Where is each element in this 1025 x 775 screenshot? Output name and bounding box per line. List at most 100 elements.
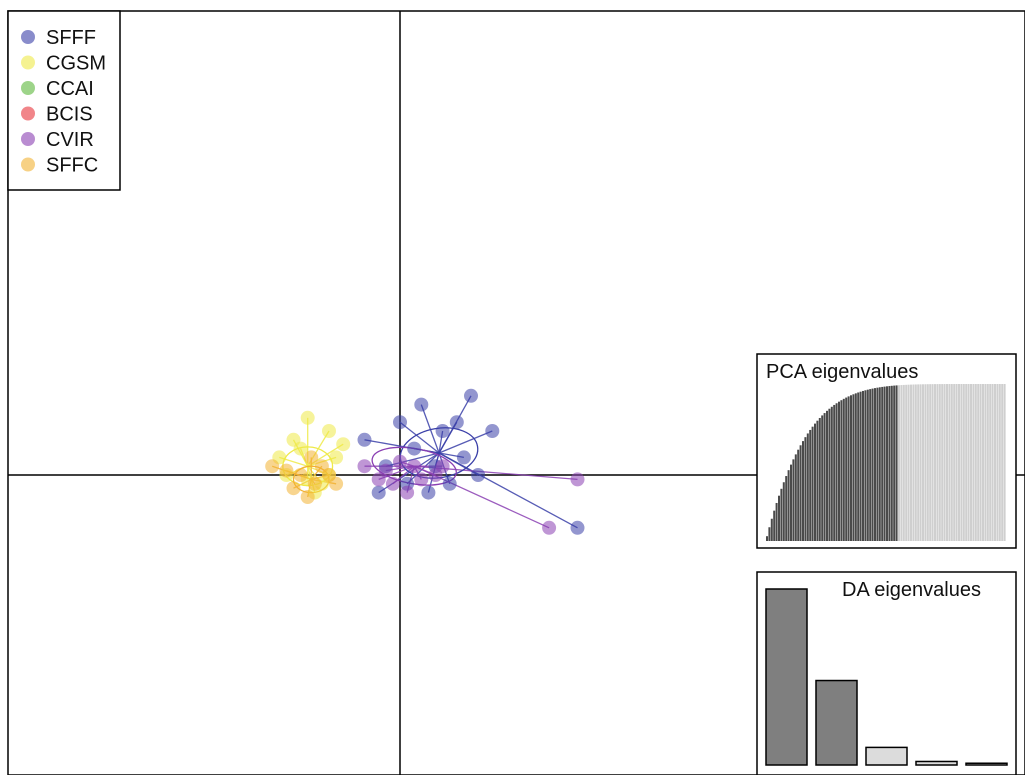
pca-bar-99 (1001, 384, 1004, 541)
pca-bar-37 (852, 394, 855, 541)
point-sffc-1 (279, 463, 294, 478)
point-cvir-5 (393, 454, 407, 469)
point-sfff-15 (435, 424, 450, 438)
point-sffc-7 (322, 468, 336, 482)
pca-bar-85 (967, 384, 970, 541)
pca-bar-28 (830, 406, 833, 541)
pca-bar-55 (895, 385, 898, 541)
pca-bar-90 (979, 384, 982, 541)
da-bar-2 (815, 679, 858, 766)
link-sfff-1 (420, 404, 440, 454)
pca-bar-11 (790, 464, 792, 541)
pca-bar-52 (888, 386, 891, 541)
pca-bar-25 (823, 413, 826, 541)
pca-bar-3 (770, 518, 773, 541)
pca-bar-43 (866, 389, 869, 541)
pca-bar-70 (931, 384, 934, 541)
pca-bar-27 (828, 408, 831, 541)
point-cgsm-6 (293, 441, 308, 456)
pca-bar-89 (977, 384, 980, 541)
point-sfff-3 (485, 424, 500, 438)
pca-bar-49 (881, 386, 884, 541)
pca-eigen-inset: PCA eigenvalues (756, 353, 1017, 549)
link-sfff-3 (438, 430, 493, 454)
point-sffc-4 (307, 476, 322, 491)
pca-bar-24 (821, 415, 824, 541)
pca-bar-78 (950, 384, 953, 541)
point-sfff-9 (456, 450, 471, 465)
pca-bar-13 (794, 454, 797, 541)
point-sfff-14 (471, 468, 486, 482)
point-sfff-8 (357, 432, 372, 447)
pca-bar-97 (996, 384, 999, 541)
pca-bar-62 (912, 384, 915, 541)
pca-bar-4 (773, 510, 776, 541)
pca-bar-17 (804, 437, 807, 541)
pca-bar-31 (838, 401, 840, 541)
point-sfff-12 (371, 485, 386, 500)
pca-bar-77 (948, 384, 951, 541)
pca-bar-63 (914, 384, 917, 541)
pca-bar-2 (768, 527, 771, 541)
pca-bar-81 (958, 384, 960, 541)
pca-bar-23 (818, 417, 821, 541)
pca-bar-86 (970, 384, 972, 541)
point-sfff-13 (442, 476, 457, 491)
point-cvir-11 (542, 520, 557, 535)
pca-bar-21 (814, 423, 816, 541)
pca-bar-8 (782, 482, 785, 541)
pca-bar-41 (862, 390, 864, 541)
da-bars (765, 588, 1008, 766)
point-sffc-6 (300, 490, 315, 504)
point-cgsm-4 (329, 450, 344, 465)
point-cvir-0 (357, 459, 372, 474)
point-cvir-7 (385, 476, 400, 491)
pca-bar-61 (910, 384, 912, 541)
pca-bar-74 (941, 384, 944, 541)
pca-bar-7 (780, 488, 783, 541)
pca-bar-29 (833, 404, 836, 541)
pca-bar-88 (974, 384, 977, 541)
point-cgsm-8 (336, 437, 351, 452)
legend-label-bcis: BCIS (46, 104, 93, 126)
point-sfff-2 (464, 388, 478, 403)
pca-bar-10 (787, 470, 790, 541)
pca-bar-84 (965, 384, 968, 541)
point-sffc-8 (286, 481, 301, 496)
pca-bar-76 (946, 384, 948, 541)
pca-bar-22 (816, 420, 819, 541)
da-inset-title: DA eigenvalues (842, 579, 981, 601)
point-cvir-8 (435, 459, 450, 474)
da-bar-5 (965, 762, 1008, 766)
legend-label-cvir: CVIR (46, 129, 94, 151)
pca-bar-30 (835, 403, 838, 541)
pca-bar-39 (857, 392, 860, 541)
pca-bar-5 (775, 502, 778, 541)
legend-label-cgsm: CGSM (46, 53, 106, 75)
point-cvir-2 (407, 459, 422, 474)
pca-bar-16 (802, 441, 804, 541)
pca-bar-57 (900, 385, 903, 541)
pca-bar-66 (922, 384, 924, 541)
legend-label-sffc: SFFC (46, 155, 98, 177)
legend-label-ccai: CCAI (46, 78, 94, 100)
pca-bar-38 (854, 393, 857, 541)
pca-bar-35 (847, 396, 850, 541)
pca-bar-69 (929, 384, 932, 541)
legend-marker-ccai (21, 81, 35, 95)
point-sfff-16 (570, 520, 585, 535)
pca-bar-9 (785, 476, 788, 541)
da-bar-3 (865, 746, 908, 766)
pca-bar-6 (778, 495, 780, 541)
pca-bar-53 (890, 385, 893, 541)
da-bar-1 (765, 588, 808, 766)
pca-bar-68 (926, 384, 929, 541)
pca-bar-44 (869, 389, 872, 541)
pca-bar-48 (878, 387, 881, 541)
point-sffc-0 (265, 459, 280, 474)
pca-bar-26 (826, 410, 828, 541)
pca-bar-40 (859, 391, 862, 541)
pca-bar-75 (943, 384, 946, 541)
da-bar-4 (915, 760, 958, 766)
